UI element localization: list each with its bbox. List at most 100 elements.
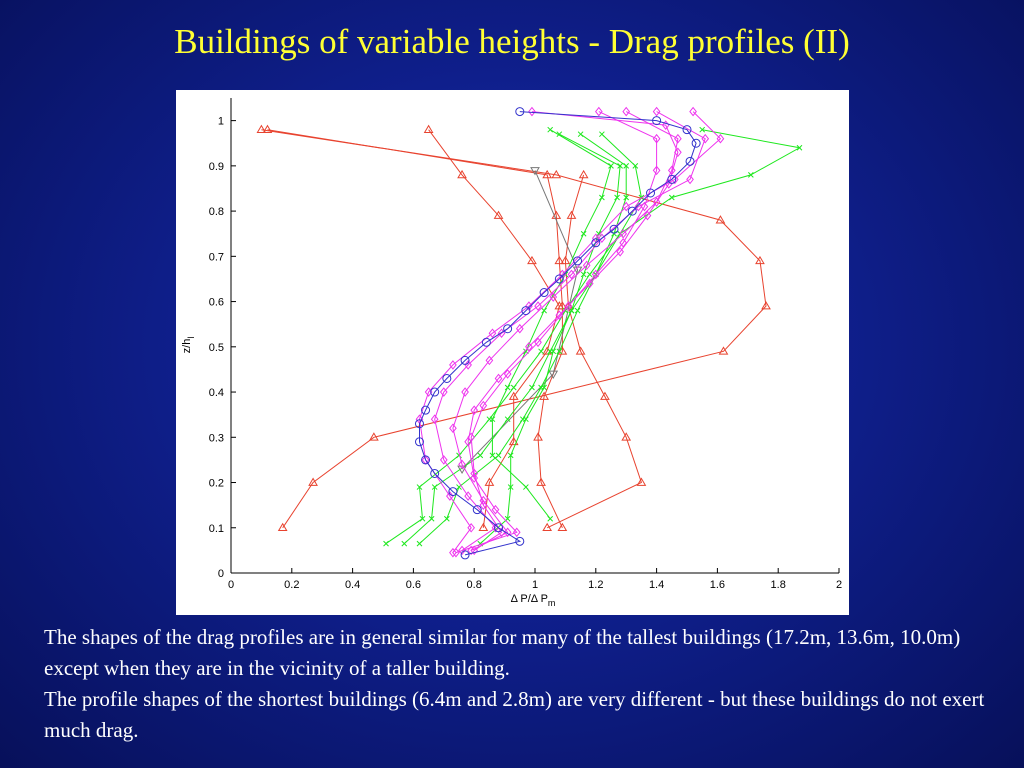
y-axis-label-main: z/h	[181, 339, 193, 354]
data-point-x	[507, 452, 514, 459]
series-8	[477, 131, 623, 547]
data-point-diamond	[449, 547, 457, 558]
data-point-triangle	[761, 301, 771, 310]
series-line	[419, 133, 627, 544]
data-point-triangle	[508, 436, 519, 446]
data-point-diamond	[439, 387, 448, 397]
data-point-x	[611, 230, 617, 237]
data-point-diamond	[525, 301, 533, 311]
series-line	[267, 129, 563, 529]
data-point-x	[489, 416, 496, 423]
data-point-x	[416, 484, 423, 490]
data-point-diamond	[512, 527, 521, 538]
data-point-circle	[539, 288, 549, 298]
data-point-x	[416, 540, 423, 547]
data-point-triangle	[575, 346, 586, 355]
data-point-triangle	[578, 169, 589, 179]
data-point-diamond	[430, 414, 439, 424]
data-point-x	[547, 515, 554, 522]
data-point-diamond	[464, 437, 472, 447]
data-point-diamond	[622, 106, 631, 117]
data-point-x	[608, 163, 614, 169]
data-point-triangle	[755, 255, 765, 265]
data-point-diamond	[461, 387, 469, 397]
data-point-triangle	[533, 432, 543, 441]
data-point-x	[477, 452, 484, 459]
series-5	[383, 126, 803, 547]
data-point-triangle	[457, 169, 467, 179]
data-point-x	[796, 144, 803, 151]
data-point-diamond	[643, 210, 652, 221]
data-point-triangle-down	[530, 167, 540, 176]
data-point-x	[507, 484, 514, 490]
x-tick-label: 1.8	[771, 579, 786, 591]
data-point-diamond	[591, 269, 600, 280]
data-point-circle	[460, 550, 470, 560]
data-point-diamond	[652, 197, 661, 207]
data-point-diamond	[689, 106, 697, 117]
data-point-x	[623, 194, 630, 201]
x-tick-label: 1.4	[649, 579, 664, 591]
data-point-circle	[430, 387, 440, 397]
x-tick-label: 2	[836, 579, 842, 591]
data-point-x	[556, 348, 563, 355]
x-tick-label: 1.6	[710, 579, 725, 591]
data-point-triangle	[493, 210, 504, 219]
data-point-circle	[481, 337, 491, 347]
data-point-diamond	[622, 201, 631, 212]
data-point-diamond	[494, 373, 503, 384]
data-point-x	[550, 348, 557, 355]
data-point-diamond	[567, 269, 576, 280]
x-tick-label: 1.2	[588, 579, 603, 591]
data-point-diamond	[528, 106, 536, 117]
data-point-diamond	[634, 201, 643, 212]
data-point-x	[623, 163, 630, 169]
y-axis-label-sub: l	[186, 337, 196, 339]
data-point-diamond	[491, 504, 500, 515]
data-point-x	[599, 194, 605, 201]
data-point-triangle	[542, 169, 553, 179]
series-line	[403, 133, 642, 544]
data-point-x	[586, 271, 593, 278]
data-point-x	[504, 416, 511, 423]
x-axis-label-main: Δ P/Δ P	[511, 593, 548, 605]
y-tick-label: 0.8	[209, 206, 224, 218]
data-point-x	[580, 230, 587, 237]
data-point-circle	[421, 455, 431, 465]
data-point-x	[529, 384, 535, 391]
data-point-diamond	[652, 165, 661, 176]
data-point-circle	[421, 405, 431, 415]
data-point-diamond	[716, 133, 725, 144]
data-point-circle	[667, 174, 677, 184]
data-point-diamond	[674, 147, 682, 158]
data-point-triangle	[566, 210, 577, 219]
series-layer	[256, 106, 803, 560]
data-point-triangle	[554, 255, 565, 265]
data-point-triangle	[478, 522, 489, 532]
series-14	[452, 106, 682, 558]
data-point-diamond	[582, 260, 591, 271]
data-point-diamond	[555, 310, 564, 320]
data-point-triangle	[308, 477, 318, 486]
data-point-diamond	[686, 174, 694, 185]
data-point-diamond	[549, 292, 558, 302]
series-9	[489, 126, 614, 522]
data-point-triangle	[600, 391, 610, 400]
data-point-triangle	[256, 124, 267, 133]
data-point-triangle-down	[548, 370, 559, 379]
data-point-diamond	[458, 459, 466, 470]
data-point-x	[617, 163, 623, 169]
data-point-diamond	[449, 423, 457, 434]
data-point-x	[428, 515, 435, 522]
data-point-diamond	[585, 278, 594, 289]
data-point-x	[599, 131, 605, 138]
data-point-triangle	[539, 391, 549, 400]
data-point-x	[383, 540, 389, 547]
data-point-diamond	[558, 269, 567, 280]
data-point-diamond	[525, 342, 533, 352]
series-12	[449, 106, 682, 556]
data-point-diamond	[534, 301, 542, 311]
x-tick-label: 0.8	[467, 579, 482, 591]
data-point-circle	[591, 238, 601, 248]
data-point-x	[419, 515, 426, 522]
